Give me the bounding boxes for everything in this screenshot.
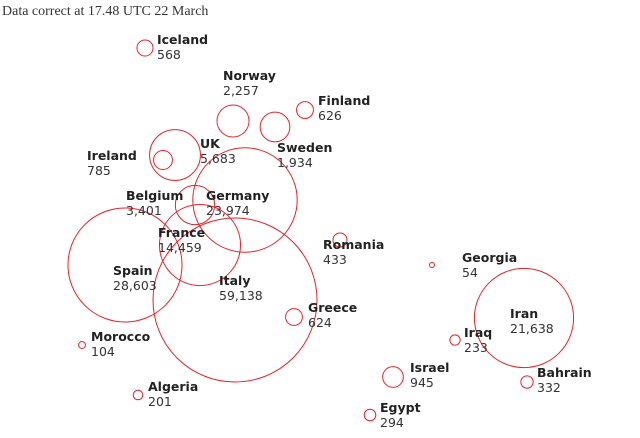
bubble (149, 129, 201, 181)
country-name: UK (200, 136, 221, 151)
bubble (449, 334, 461, 346)
bubble (363, 408, 377, 422)
case-count: 433 (323, 252, 347, 267)
case-count: 54 (462, 265, 478, 280)
country-name: Sweden (277, 140, 332, 155)
case-count: 14,459 (158, 240, 202, 255)
country-name: Bahrain (537, 365, 592, 380)
country-name: Iceland (157, 32, 208, 47)
bubble (153, 150, 173, 170)
case-count: 945 (410, 375, 434, 390)
country-name: Israel (410, 360, 449, 375)
bubble (158, 203, 242, 287)
country-name: Georgia (462, 250, 517, 265)
country-name: Ireland (87, 148, 137, 163)
country-name: Belgium (126, 188, 183, 203)
bubble (132, 389, 144, 401)
bubble (192, 147, 298, 253)
data-note: Data correct at 17.48 UTC 22 March (2, 4, 208, 19)
country-name: Romania (323, 237, 384, 252)
case-count: 233 (464, 340, 488, 355)
country-name: Iraq (464, 325, 492, 340)
case-count: 626 (318, 108, 342, 123)
bubble (332, 232, 348, 248)
bubble (520, 375, 534, 389)
country-name: Greece (308, 300, 357, 315)
case-count: 1,934 (277, 155, 313, 170)
case-count: 3,401 (126, 203, 162, 218)
case-count: 21,638 (510, 321, 554, 336)
case-count: 23,974 (206, 203, 250, 218)
bubble (285, 308, 303, 326)
country-name: Norway (223, 68, 276, 83)
case-count: 568 (157, 47, 181, 62)
country-name: France (158, 225, 205, 240)
case-count: 294 (380, 415, 404, 430)
bubble (259, 111, 291, 143)
case-count: 624 (308, 315, 332, 330)
bubble (429, 262, 435, 268)
country-name: Germany (206, 188, 269, 203)
bubble (152, 217, 318, 383)
bubble (67, 207, 183, 323)
bubble (136, 39, 154, 57)
bubble (296, 101, 314, 119)
bubble (78, 341, 86, 349)
case-count: 28,603 (113, 278, 157, 293)
case-count: 59,138 (219, 288, 263, 303)
bubble (473, 267, 575, 369)
case-count: 332 (537, 380, 561, 395)
case-count: 104 (91, 344, 115, 359)
case-count: 785 (87, 163, 111, 178)
case-count: 201 (148, 394, 172, 409)
country-name: Algeria (148, 379, 198, 394)
case-count: 5,683 (200, 151, 236, 166)
bubbles (67, 39, 575, 422)
case-count: 2,257 (223, 83, 259, 98)
country-name: Morocco (91, 329, 151, 344)
country-name: Finland (318, 93, 370, 108)
country-name: Egypt (380, 400, 421, 415)
country-name: Iran (510, 306, 538, 321)
country-name: Spain (113, 263, 153, 278)
bubble (216, 104, 250, 138)
bubble (382, 366, 404, 388)
country-name: Italy (219, 273, 251, 288)
